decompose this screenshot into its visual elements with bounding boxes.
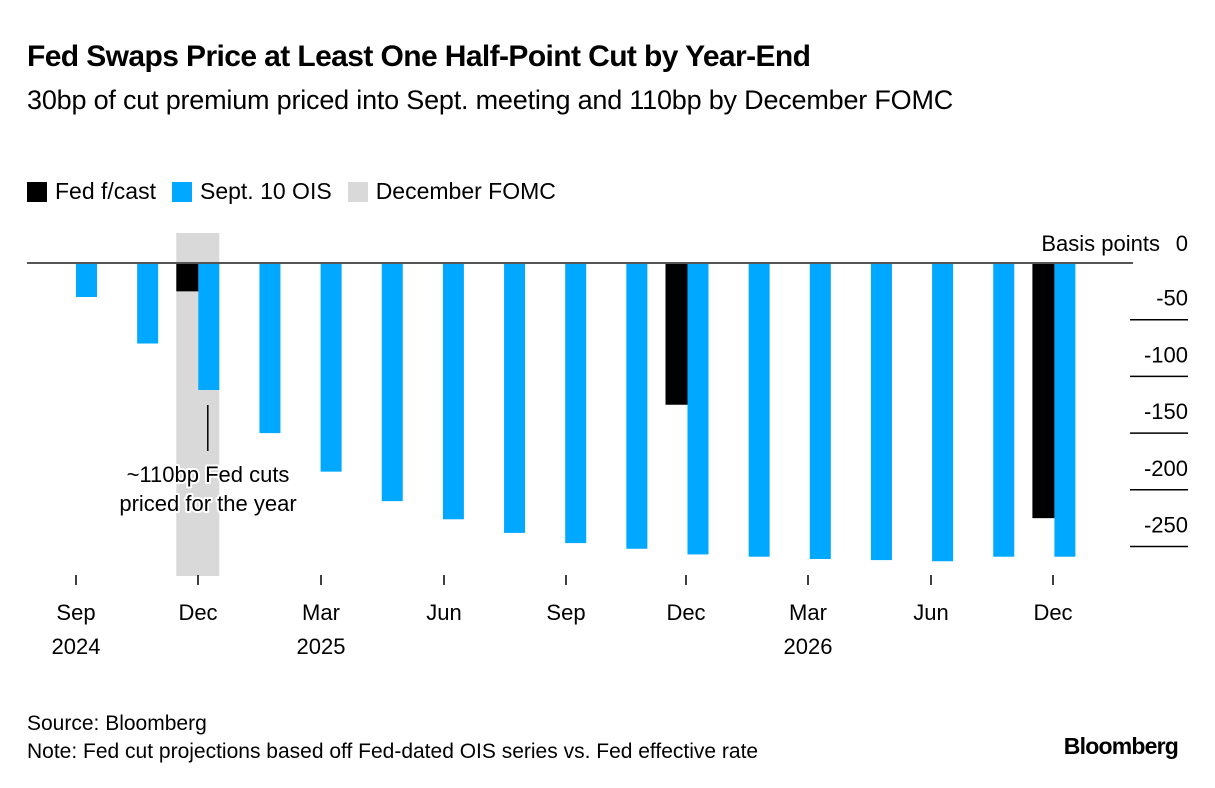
footer: Source: Bloomberg Note: Fed cut projecti…: [27, 710, 758, 766]
x-tick-label: Sep: [546, 600, 585, 625]
legend-item-ois: Sept. 10 OIS: [171, 178, 332, 205]
annotation-text: ~110bp Fed cuts: [127, 462, 290, 487]
bar-fed-forecast-dec-2025: [665, 263, 688, 405]
bar-ois-jan-2025: [259, 263, 281, 434]
y-tick-label: -50: [1156, 286, 1188, 311]
y-tick-label: -100: [1144, 342, 1188, 367]
bar-ois-may-2025: [381, 263, 403, 502]
source-note: Source: Bloomberg: [27, 712, 207, 735]
legend-item-fed-forecast: Fed f/cast: [27, 178, 156, 205]
x-tick-year-label: 2025: [297, 634, 346, 659]
bar-ois-dec-2026: [1054, 263, 1076, 557]
y-tick-label: -200: [1144, 456, 1188, 481]
legend-swatch-december-fomc: [347, 181, 368, 202]
x-tick-label: Mar: [789, 600, 827, 625]
annotation-halo: ~110bp Fed cuts: [127, 462, 290, 487]
legend-label: Fed f/cast: [55, 178, 156, 204]
x-tick-label: Jun: [426, 600, 461, 625]
bar-fed-forecast-dec-2026: [1032, 263, 1055, 519]
bar-ois-mar-2025: [320, 263, 342, 472]
annotation-text: priced for the year: [119, 491, 296, 516]
methodology-note: Note: Fed cut projections based off Fed-…: [27, 740, 759, 763]
y-tick-label: -250: [1144, 513, 1188, 538]
bar-ois-sep-2025: [565, 263, 587, 544]
legend: Fed f/cast Sept. 10 OIS December FOMC: [27, 178, 572, 205]
x-tick-label: Jun: [913, 600, 948, 625]
x-tick-label: Dec: [178, 600, 217, 625]
bar-ois-dec-2024: [198, 263, 220, 391]
x-tick-label: Dec: [1033, 600, 1072, 625]
bar-ois-mar-2026: [809, 263, 831, 559]
bar-ois-nov-2024: [137, 263, 159, 344]
bar-ois-jul-2026: [993, 263, 1015, 557]
legend-swatch-fed-forecast: [27, 181, 47, 202]
legend-label: December FOMC: [375, 178, 556, 204]
x-tick-label: Dec: [666, 600, 705, 625]
x-tick-label: Sep: [56, 600, 95, 625]
chart-subtitle: 30bp of cut premium priced into Sept. me…: [27, 85, 954, 115]
bar-ois-jul-2025: [504, 263, 526, 533]
chart-title: Fed Swaps Price at Least One Half-Point …: [27, 40, 811, 73]
bar-ois-sep-2024: [76, 263, 97, 298]
x-tick-year-label: 2026: [784, 634, 833, 659]
x-tick-label: Mar: [302, 600, 340, 625]
y-axis-label: Basis points: [1041, 231, 1160, 256]
bar-ois-jun-2026: [932, 263, 954, 562]
bar-ois-apr-2026: [870, 263, 892, 561]
bar-ois-jan-2026: [748, 263, 770, 557]
y-tick-label: 0: [1176, 231, 1188, 256]
bar-ois-jun-2025: [442, 263, 464, 520]
y-tick-label: -150: [1144, 399, 1188, 424]
legend-label: Sept. 10 OIS: [199, 178, 332, 204]
annotation-halo: priced for the year: [119, 491, 296, 516]
x-tick-year-label: 2024: [52, 634, 101, 659]
bar-ois-dec-2025: [687, 263, 709, 555]
bloomberg-logo: Bloomberg: [1063, 733, 1179, 759]
bar-fed-forecast-dec-2024: [176, 263, 199, 292]
legend-swatch-ois: [171, 181, 192, 202]
legend-item-december-fomc: December FOMC: [347, 178, 556, 205]
bar-ois-oct-2025: [626, 263, 648, 549]
